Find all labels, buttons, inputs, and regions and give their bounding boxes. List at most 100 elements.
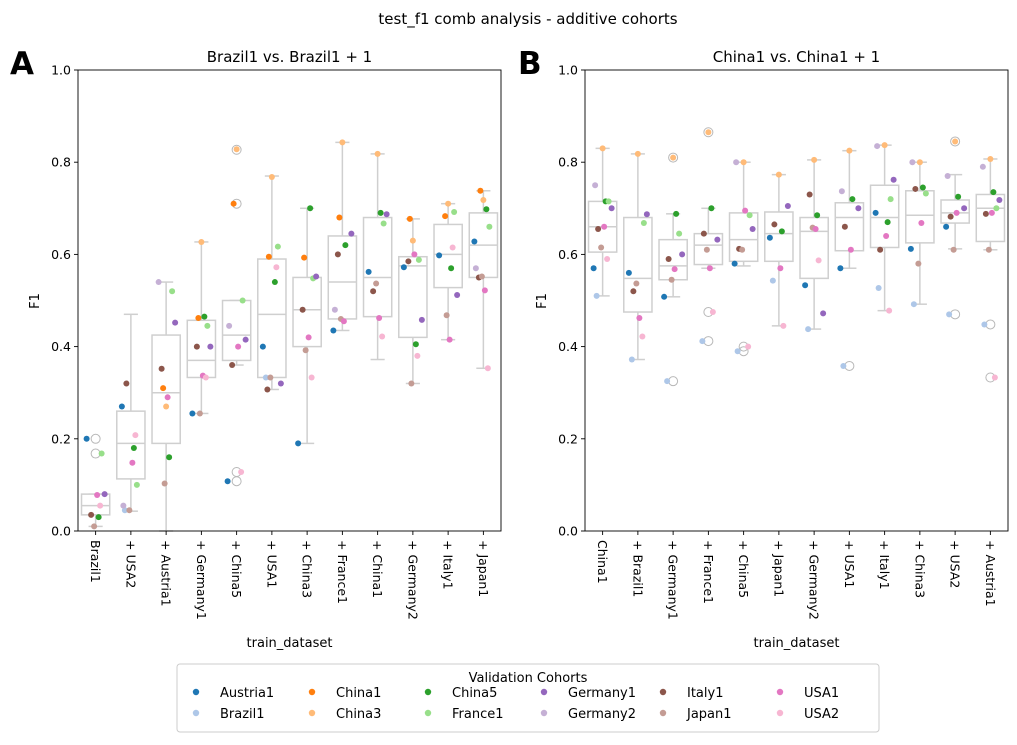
data-point [749, 226, 756, 233]
data-point [739, 246, 746, 253]
data-point [985, 246, 992, 253]
data-point [95, 514, 102, 521]
data-point [709, 309, 716, 316]
data-point [448, 265, 455, 272]
data-point [383, 211, 390, 218]
data-point [305, 334, 312, 341]
data-point [700, 230, 707, 237]
xtick-label: + USA2 [123, 540, 138, 588]
data-point [308, 374, 315, 381]
ytick-label: 1.0 [558, 63, 578, 78]
ytick-label: 0.2 [51, 431, 71, 446]
xtick-label: + China3 [300, 540, 315, 598]
legend-label: Germany1 [568, 686, 636, 701]
data-point [910, 301, 917, 308]
xtick-label: + Germany1 [194, 540, 209, 620]
data-point [592, 182, 599, 189]
data-point [922, 190, 929, 197]
legend-marker [192, 688, 200, 696]
data-point [608, 205, 615, 212]
xtick-label: + Japan1 [771, 540, 786, 597]
data-point [121, 507, 128, 514]
data-point [849, 196, 856, 203]
data-point [262, 374, 269, 381]
data-point [443, 312, 450, 319]
data-point [334, 251, 341, 258]
data-point [235, 343, 242, 350]
data-point [230, 200, 237, 207]
panel-letter-b: B [518, 46, 542, 82]
data-point [442, 213, 449, 220]
data-point [198, 238, 205, 245]
data-point [847, 246, 854, 253]
data-point [379, 333, 386, 340]
legend-marker [424, 688, 432, 696]
data-point [991, 374, 998, 381]
data-point [769, 277, 776, 284]
data-point [265, 253, 272, 260]
axes-frame-a [77, 69, 502, 532]
panel-b-ylabel: F1 [535, 293, 550, 309]
data-point [837, 265, 844, 272]
data-point [233, 146, 240, 153]
data-point [172, 319, 179, 326]
data-point [164, 394, 171, 401]
data-point [471, 238, 478, 245]
data-point [746, 212, 753, 219]
data-point [130, 445, 137, 452]
data-point [342, 242, 349, 249]
plot-area-b [585, 70, 1008, 531]
data-point [400, 264, 407, 271]
outlier-marker [231, 144, 242, 155]
outlier-marker [950, 136, 961, 147]
legend-marker [659, 709, 667, 717]
data-point [630, 288, 637, 295]
data-point [884, 219, 891, 226]
xtick-label: + China5 [736, 540, 751, 598]
data-point [952, 138, 959, 145]
data-point [733, 159, 740, 166]
data-point [812, 226, 819, 233]
data-point [483, 206, 490, 213]
data-point [238, 468, 245, 475]
data-point [277, 380, 284, 387]
data-point [661, 293, 668, 300]
data-point [242, 336, 249, 343]
data-point [604, 256, 611, 263]
data-point [805, 326, 812, 333]
panel-a-ylabel: F1 [28, 293, 43, 309]
data-point [409, 237, 416, 244]
data-point [484, 365, 491, 372]
panel-b-xlabel: train_dataset [754, 636, 840, 651]
ytick-label: 0.6 [558, 247, 578, 262]
data-point [775, 171, 782, 178]
data-point [445, 200, 452, 207]
data-point [405, 258, 412, 265]
legend: Validation Cohorts Austria1 Brazil1 China1… [176, 663, 880, 733]
data-point [811, 156, 818, 163]
data-point [599, 145, 606, 152]
data-point [981, 321, 988, 328]
data-point [706, 265, 713, 272]
data-point [593, 292, 600, 299]
data-point [595, 226, 602, 233]
data-point [229, 362, 236, 369]
data-point [486, 223, 493, 230]
data-point [802, 282, 809, 289]
panel-b-title: China1 vs. China1 + 1 [713, 48, 880, 66]
data-point [264, 386, 271, 393]
xtick-label: + France1 [335, 540, 350, 604]
legend-marker [308, 709, 316, 717]
data-point [705, 129, 712, 136]
data-point [846, 147, 853, 154]
data-point [912, 185, 919, 192]
data-point [886, 307, 893, 314]
panel-a: A Brazil1 vs. Brazil1 + 1 train_dataset … [10, 46, 502, 651]
legend-label: Brazil1 [220, 707, 265, 722]
data-point [411, 251, 418, 258]
data-point [766, 234, 773, 241]
data-point [673, 210, 680, 217]
box-b [905, 190, 935, 244]
figure-suptitle: test_f1 comb analysis - additive cohorts [378, 10, 677, 29]
legend-label: Austria1 [220, 686, 274, 701]
